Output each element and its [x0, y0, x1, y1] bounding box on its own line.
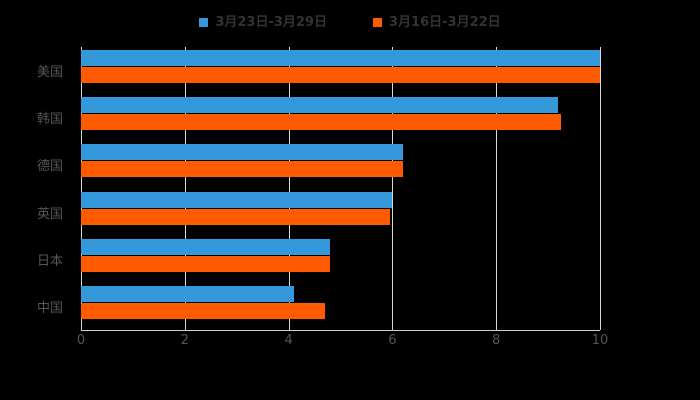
legend-swatch-orange-icon — [373, 17, 382, 27]
x-axis-line — [81, 330, 600, 331]
bar[interactable] — [81, 144, 403, 161]
bar[interactable] — [81, 50, 600, 66]
gridline-x-2 — [184, 47, 186, 330]
legend-swatch-blue-icon — [199, 17, 209, 27]
y-tick-label: 日本 — [36, 253, 63, 269]
bar-group — [81, 141, 600, 188]
bar[interactable] — [81, 255, 331, 272]
y-tick-label: 英国 — [36, 206, 63, 222]
x-tick-mark — [392, 324, 394, 330]
legend-label-series-0: 3月23日-3月29日 — [215, 14, 327, 30]
bar[interactable] — [81, 285, 294, 302]
bar[interactable] — [81, 161, 403, 178]
y-axis-category-labels: 美国韩国德国英国日本中国 — [0, 47, 73, 330]
bar[interactable] — [81, 67, 600, 83]
legend-label-series-1: 3月16日-3月22日 — [389, 14, 501, 30]
bar[interactable] — [81, 114, 562, 131]
x-tick-label: 10 — [591, 333, 609, 348]
x-tick-label: 0 — [76, 333, 86, 348]
x-tick-mark — [496, 324, 498, 330]
gridline-x-10 — [600, 47, 601, 330]
bar-group — [81, 47, 600, 94]
bar[interactable] — [81, 97, 559, 114]
bar[interactable] — [81, 191, 393, 208]
x-tick-mark — [81, 324, 82, 330]
x-tick-label: 8 — [492, 333, 501, 348]
y-tick-label: 韩国 — [36, 112, 63, 128]
x-tick-mark — [600, 324, 601, 330]
x-tick-mark — [288, 324, 290, 330]
x-tick-label: 6 — [388, 333, 397, 348]
plot-area — [81, 47, 601, 330]
x-axis: 0 2 4 6 8 10 — [77, 324, 608, 360]
bar[interactable] — [81, 238, 331, 255]
x-tick-label: 4 — [284, 333, 293, 348]
legend-item-series-1[interactable]: 3月16日-3月22日 — [373, 16, 501, 29]
x-tick-label: 2 — [180, 333, 189, 348]
bar[interactable] — [81, 208, 390, 225]
y-tick-label: 美国 — [36, 65, 63, 80]
gridline-x-0 — [81, 47, 82, 330]
bar-group — [81, 94, 600, 141]
bar-group — [81, 283, 600, 330]
bar[interactable] — [81, 302, 325, 319]
y-tick-label: 德国 — [36, 159, 63, 175]
x-tick-mark — [184, 324, 186, 330]
bar-group — [81, 189, 600, 236]
y-tick-label: 中国 — [36, 300, 63, 316]
gridline-x-6 — [392, 47, 394, 330]
chart-legend: 3月23日-3月29日 3月16日-3月22日 — [0, 10, 700, 34]
gridline-x-4 — [288, 47, 290, 330]
bar-group — [81, 236, 600, 283]
legend-item-series-0[interactable]: 3月23日-3月29日 — [199, 16, 327, 29]
gridline-x-8 — [496, 47, 498, 330]
